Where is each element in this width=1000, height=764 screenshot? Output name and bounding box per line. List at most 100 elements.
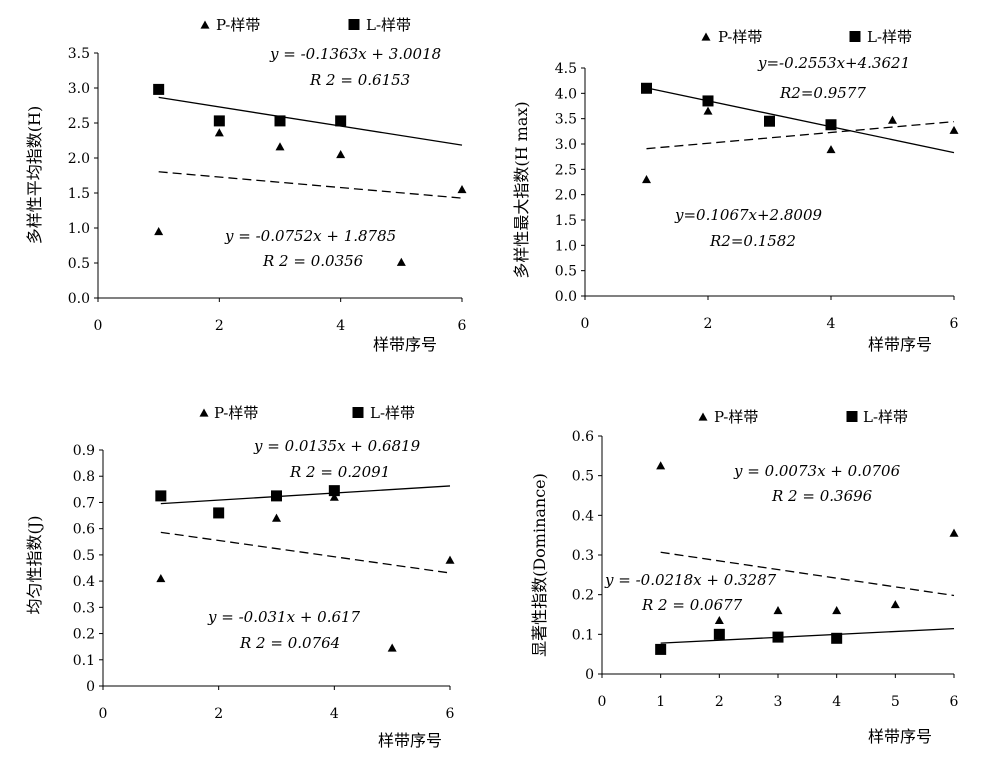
y-tick-label: 1.5 <box>68 186 90 202</box>
data-point-l-square <box>213 507 225 519</box>
data-point-l-square <box>655 643 667 655</box>
y-tick-label: 0.5 <box>68 256 90 272</box>
legend-label-p: P-样带 <box>214 404 258 422</box>
data-point-p-triangle <box>214 128 224 137</box>
data-point-l-square <box>772 631 784 643</box>
data-point-p-triangle <box>329 492 339 501</box>
trendline-r-squared: R 2 = 0.0677 <box>641 596 743 614</box>
legend-label-p: P-样带 <box>216 16 260 34</box>
data-point-p-triangle <box>949 125 959 134</box>
x-tick-label: 0 <box>99 706 108 722</box>
trendline-p-dashed <box>660 551 955 597</box>
data-point-p-triangle <box>714 615 724 625</box>
data-point-l-square <box>702 95 714 107</box>
data-point-p-triangle <box>154 227 164 236</box>
legend-label-l: L-样带 <box>867 28 912 46</box>
x-tick-label: 3 <box>774 694 783 710</box>
trendline-r-squared: R2=0.1582 <box>709 232 796 250</box>
x-tick-label: 1 <box>656 694 665 710</box>
data-point-l-square <box>764 115 775 127</box>
y-tick-label: 2.5 <box>68 116 90 132</box>
data-point-l-square <box>825 119 837 131</box>
legend-label-p: P-样带 <box>714 408 758 426</box>
data-point-l-square <box>831 632 843 644</box>
y-tick-label: 3.5 <box>555 112 577 128</box>
y-tick-label: 0.4 <box>572 508 594 524</box>
x-tick-label: 2 <box>214 706 223 722</box>
trendline-equation: y = 0.0073x + 0.0706 <box>733 462 901 480</box>
y-tick-label: 0.5 <box>73 548 95 564</box>
legend-triangle-marker <box>200 20 210 29</box>
trendline-r-squared: R2=0.9577 <box>779 84 866 102</box>
y-tick-label: 0.4 <box>73 574 95 590</box>
data-point-l-square <box>213 115 225 127</box>
y-tick-label: 4.0 <box>555 86 577 102</box>
legend-label-l: L-样带 <box>366 16 411 34</box>
y-tick-label: 3.0 <box>555 137 577 153</box>
trendline-p-dashed <box>646 121 955 150</box>
data-point-p-triangle <box>275 142 285 151</box>
y-tick-label: 0.5 <box>555 264 577 280</box>
x-axis-label: 样带序号 <box>373 335 437 354</box>
x-tick-label: 2 <box>704 316 713 332</box>
chart-panel-1: 0.0 0.5 1.0 1.5 2.0 2.5 3.0 3.5 0 2 4 6 样带序号 多样性平均指数(… <box>25 16 467 354</box>
y-tick-label: 0.0 <box>68 291 90 307</box>
trendline-r-squared: R 2 = 0.2091 <box>289 463 390 481</box>
data-point-l-square <box>328 485 340 497</box>
y-tick-label: 0.1 <box>73 653 95 669</box>
x-tick-label: 4 <box>330 706 339 722</box>
y-tick-label: 0.6 <box>572 429 594 445</box>
trendline-r-squared: R 2 = 0.0764 <box>239 634 340 652</box>
trendline-equation: y = 0.0135x + 0.6819 <box>253 437 421 455</box>
data-point-p-triangle <box>890 600 900 609</box>
x-tick-label: 6 <box>446 706 455 722</box>
y-tick-label: 0.3 <box>572 548 594 564</box>
data-point-p-triangle <box>387 643 397 652</box>
data-point-l-square <box>271 490 282 502</box>
trendline-r-squared: R 2 = 0.3696 <box>771 487 873 505</box>
trendline-p-dashed <box>158 171 463 199</box>
y-tick-label: 4.5 <box>555 61 577 77</box>
legend-square-marker <box>352 407 364 418</box>
y-tick-label: 0.1 <box>572 627 594 643</box>
data-point-p-triangle <box>888 115 897 124</box>
y-axis-label: 多样性最大指数(H max) <box>512 101 531 278</box>
y-tick-label: 0.2 <box>73 627 95 643</box>
y-axis-label: 显著性指数(Dominance) <box>530 473 549 657</box>
data-point-p-triangle <box>826 145 836 154</box>
x-tick-label: 0 <box>581 316 590 332</box>
y-tick-label: 2.0 <box>555 188 577 204</box>
y-tick-label: 1.5 <box>555 213 577 229</box>
legend-square-marker <box>348 19 360 30</box>
y-tick-label: 3.5 <box>68 46 90 62</box>
y-tick-label: 3.0 <box>68 81 90 97</box>
x-axis-label: 样带序号 <box>868 335 932 354</box>
y-tick-label: 0.3 <box>73 600 95 616</box>
data-point-l-square <box>155 490 167 502</box>
trendline-equation: y=-0.2553x+4.3621 <box>757 54 910 72</box>
trendline-equation: y=0.1067x+2.8009 <box>674 206 822 224</box>
trendline-equation: y = -0.031x + 0.617 <box>207 608 361 626</box>
y-tick-label: 1.0 <box>555 238 577 254</box>
data-point-p-triangle <box>272 513 281 522</box>
data-point-l-square <box>335 115 347 127</box>
data-point-p-triangle <box>445 555 455 564</box>
y-tick-label: 0.5 <box>572 469 594 485</box>
y-tick-label: 0.6 <box>73 522 95 538</box>
x-tick-label: 4 <box>832 694 841 710</box>
legend-square-marker <box>849 31 861 42</box>
x-tick-label: 4 <box>827 316 836 332</box>
trendline-equation: y = -0.0752x + 1.8785 <box>224 227 396 245</box>
trendline-l-solid <box>158 96 463 146</box>
x-tick-label: 2 <box>715 694 724 710</box>
data-point-l-square <box>153 83 165 95</box>
y-tick-label: 1.0 <box>68 221 90 237</box>
legend-square-marker <box>846 411 858 422</box>
chart-panel-4: 0 0.1 0.2 0.3 0.4 0.5 0.6 0 1 2 3 4 5 6 样带序号 显著性指数(Domi… <box>530 408 959 746</box>
y-tick-label: 0 <box>86 679 95 695</box>
legend-label-p: P-样带 <box>718 28 762 46</box>
x-tick-label: 2 <box>215 318 224 334</box>
